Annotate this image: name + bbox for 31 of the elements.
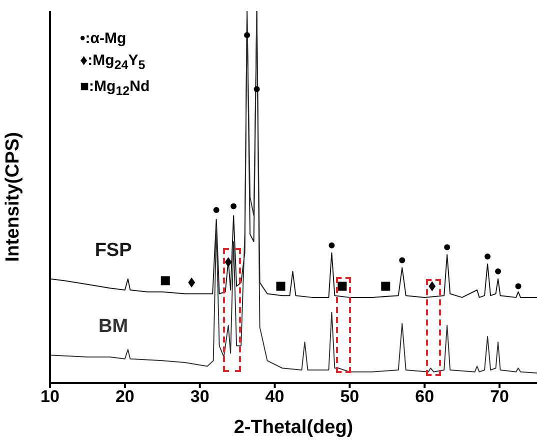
x-tick-label: 60 [415, 387, 434, 406]
point [230, 203, 237, 210]
x-tick-label: 30 [190, 387, 210, 406]
point [276, 282, 286, 291]
annotation: •:α-Mg [80, 29, 128, 49]
point [213, 207, 220, 214]
point [484, 254, 491, 260]
series-label: FSP [94, 240, 132, 261]
point [328, 242, 335, 248]
point [188, 278, 196, 288]
x-tick-label: 40 [265, 387, 284, 406]
point [515, 283, 522, 290]
x-tick-label: 20 [115, 387, 134, 406]
x-tick-label: 70 [490, 387, 509, 406]
annotation: ■:Mg$_{12}$Nd [80, 77, 150, 100]
series-label: BM [98, 316, 128, 338]
annotation: ♦:Mg$_{24}$Y$_{5}$ [80, 51, 146, 74]
point [244, 32, 250, 38]
point [444, 244, 450, 250]
point [495, 268, 502, 274]
point [160, 276, 170, 286]
y-axis-title: Intensity(CPS) [2, 132, 24, 262]
point [399, 257, 406, 264]
x-tick-label: 50 [340, 387, 360, 406]
point [224, 257, 232, 268]
point [381, 282, 390, 291]
x-tick-label: 10 [40, 387, 60, 406]
point [428, 281, 436, 292]
x-axis-title: 2-Thetal(deg) [234, 417, 354, 438]
point [254, 86, 260, 92]
point [338, 282, 347, 291]
